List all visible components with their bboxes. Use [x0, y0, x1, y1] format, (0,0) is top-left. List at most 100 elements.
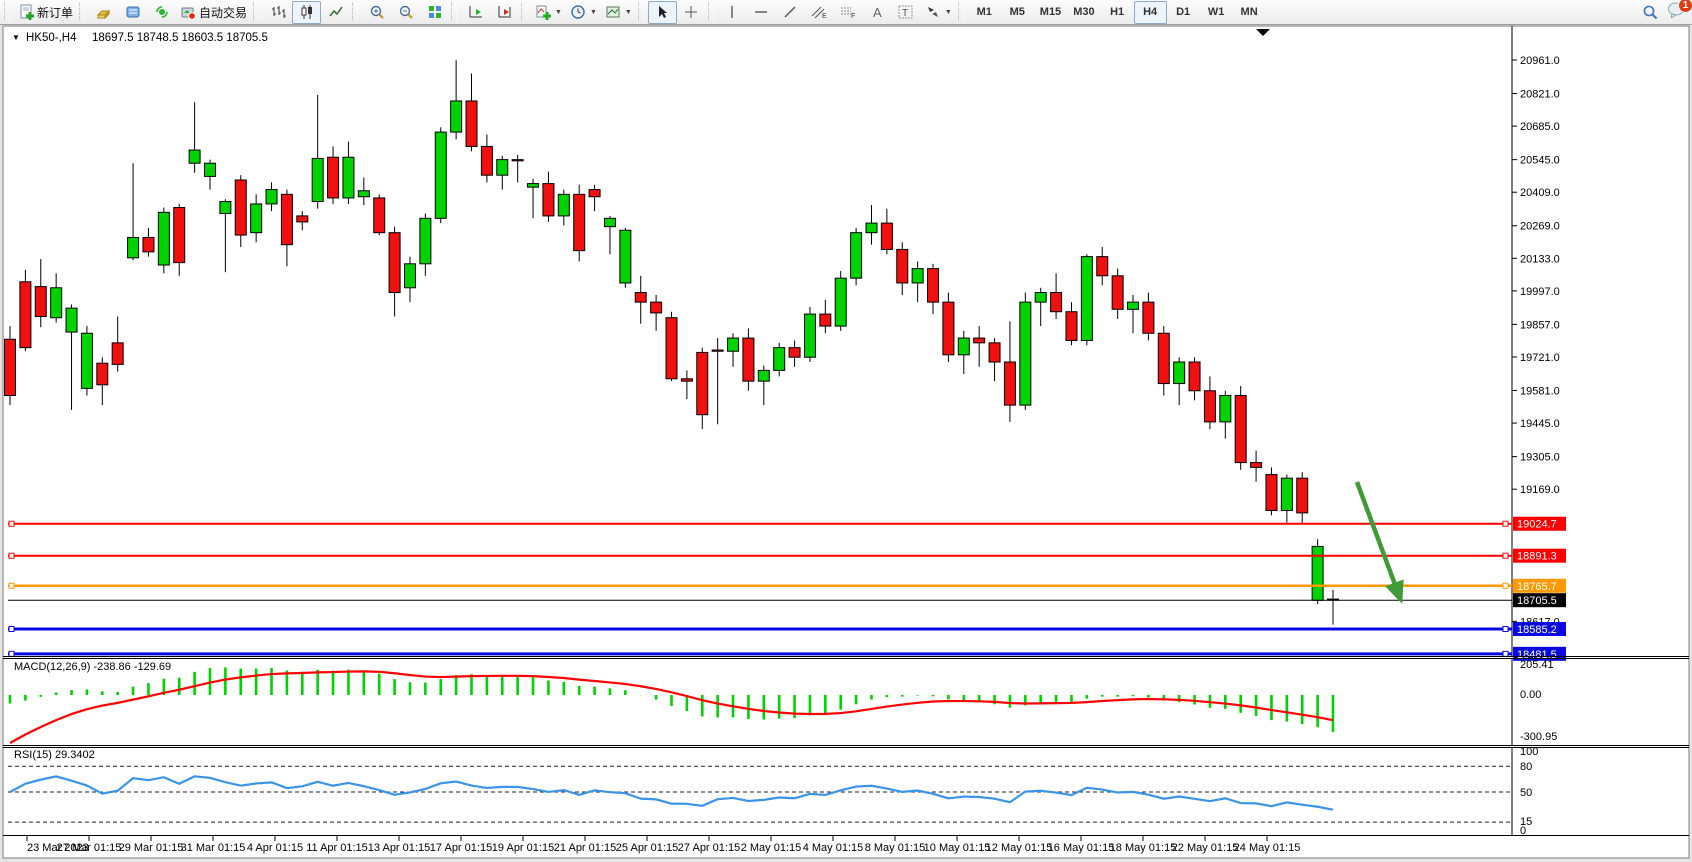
timeframe-d1-button[interactable]: D1	[1176, 6, 1191, 18]
candle-up[interactable]	[157, 211, 170, 266]
line-handle[interactable]	[1502, 650, 1509, 657]
line-handle[interactable]	[8, 552, 15, 559]
periods-button[interactable]: ▼	[566, 1, 601, 24]
equidistant-channel-button[interactable]: E	[805, 1, 834, 24]
candle-up[interactable]	[127, 236, 140, 259]
candle-up[interactable]	[803, 313, 816, 358]
new-order-button[interactable]: 新订单	[14, 1, 77, 24]
candle-down[interactable]	[296, 215, 309, 223]
line-handle[interactable]	[8, 582, 15, 589]
candle-down[interactable]	[480, 145, 493, 176]
candle-down[interactable]	[280, 193, 293, 246]
toolbar-grip[interactable]	[521, 3, 528, 21]
notifications-button[interactable]: 1	[1667, 0, 1692, 23]
candle-down[interactable]	[173, 207, 186, 264]
timeframe-m30-button[interactable]: M30	[1073, 6, 1095, 18]
candle-up[interactable]	[727, 337, 740, 352]
candle-up[interactable]	[50, 287, 63, 319]
candle-down[interactable]	[373, 197, 386, 234]
auto-scroll-button[interactable]	[461, 1, 490, 24]
text-label-button[interactable]: T	[892, 1, 921, 24]
trend-arrow-annotation[interactable]	[1354, 481, 1404, 604]
candle-down[interactable]	[388, 232, 401, 294]
vertical-line-button[interactable]	[718, 1, 747, 24]
candle-up[interactable]	[1127, 301, 1140, 310]
candle-up[interactable]	[219, 201, 232, 215]
candle-down[interactable]	[511, 159, 524, 162]
line-handle[interactable]	[8, 520, 15, 527]
candle-up[interactable]	[1311, 545, 1324, 601]
fibonacci-button[interactable]: F	[834, 1, 863, 24]
data-window-button[interactable]	[118, 1, 147, 24]
candle-down[interactable]	[650, 301, 663, 314]
text-button[interactable]: A	[863, 1, 892, 24]
candle-up[interactable]	[450, 100, 463, 133]
candle-up[interactable]	[834, 277, 847, 327]
candle-down[interactable]	[696, 351, 709, 416]
candle-up[interactable]	[1019, 301, 1032, 406]
toolbar-grip[interactable]	[352, 3, 359, 21]
candle-down[interactable]	[327, 156, 340, 199]
candle-up[interactable]	[188, 149, 201, 164]
candle-down[interactable]	[1157, 332, 1170, 385]
candle-up[interactable]	[403, 263, 416, 289]
arrows-button[interactable]: ▼	[921, 1, 956, 24]
candle-down[interactable]	[942, 301, 955, 356]
candle-up[interactable]	[265, 189, 278, 205]
candle-up[interactable]	[557, 193, 570, 217]
candle-down[interactable]	[973, 337, 986, 344]
bar-chart-button[interactable]	[263, 1, 292, 24]
candle-up[interactable]	[957, 337, 970, 356]
candle-down[interactable]	[465, 100, 478, 147]
candle-down[interactable]	[142, 236, 155, 253]
line-chart-button[interactable]	[321, 1, 350, 24]
candle-up[interactable]	[1080, 256, 1093, 341]
search-icon[interactable]	[1642, 4, 1659, 21]
candle-down[interactable]	[1203, 390, 1216, 423]
candle-down[interactable]	[788, 347, 801, 358]
candle-down[interactable]	[1111, 275, 1124, 310]
candle-down[interactable]	[1265, 474, 1278, 511]
candle-up[interactable]	[65, 307, 78, 333]
candle-up[interactable]	[496, 159, 509, 176]
strategy-tester-button[interactable]	[147, 1, 176, 24]
candle-up[interactable]	[603, 217, 616, 228]
candle-up[interactable]	[1219, 395, 1232, 423]
market-watch-button[interactable]	[89, 1, 118, 24]
candle-down[interactable]	[665, 317, 678, 380]
candle-down[interactable]	[111, 342, 124, 365]
candle-down[interactable]	[1296, 477, 1309, 514]
candle-down[interactable]	[1096, 256, 1109, 277]
candle-down[interactable]	[573, 193, 586, 252]
zoom-out-button[interactable]	[391, 1, 420, 24]
timeframe-h4-button[interactable]: H4	[1133, 0, 1167, 24]
candle-up[interactable]	[357, 190, 370, 198]
candle-down[interactable]	[19, 281, 32, 349]
candle-up[interactable]	[203, 162, 216, 177]
toolbar-grip[interactable]	[253, 3, 260, 21]
candle-down[interactable]	[1003, 361, 1016, 406]
line-handle[interactable]	[1502, 552, 1509, 559]
candle-down[interactable]	[927, 268, 940, 303]
crosshair-button[interactable]	[677, 1, 706, 24]
chart-shift-button[interactable]	[490, 1, 519, 24]
candle-down[interactable]	[542, 183, 555, 217]
toolbar-grip[interactable]	[79, 3, 86, 21]
line-handle[interactable]	[1502, 625, 1509, 632]
timeframe-mn-button[interactable]: MN	[1240, 6, 1258, 18]
candle-down[interactable]	[34, 286, 47, 318]
candlestick-chart-button[interactable]	[292, 0, 322, 24]
line-handle[interactable]	[1502, 520, 1509, 527]
candle-up[interactable]	[865, 222, 878, 234]
line-handle[interactable]	[8, 625, 15, 632]
candle-down[interactable]	[711, 349, 724, 352]
timeframe-m1-button[interactable]: M1	[976, 6, 992, 18]
candle-down[interactable]	[880, 222, 893, 250]
candle-up[interactable]	[850, 232, 863, 279]
candle-down[interactable]	[234, 179, 247, 236]
timeframe-h1-button[interactable]: H1	[1110, 6, 1125, 18]
trendline-button[interactable]	[776, 1, 805, 24]
toolbar-grip[interactable]	[637, 3, 644, 21]
timeframe-w1-button[interactable]: W1	[1207, 6, 1225, 18]
